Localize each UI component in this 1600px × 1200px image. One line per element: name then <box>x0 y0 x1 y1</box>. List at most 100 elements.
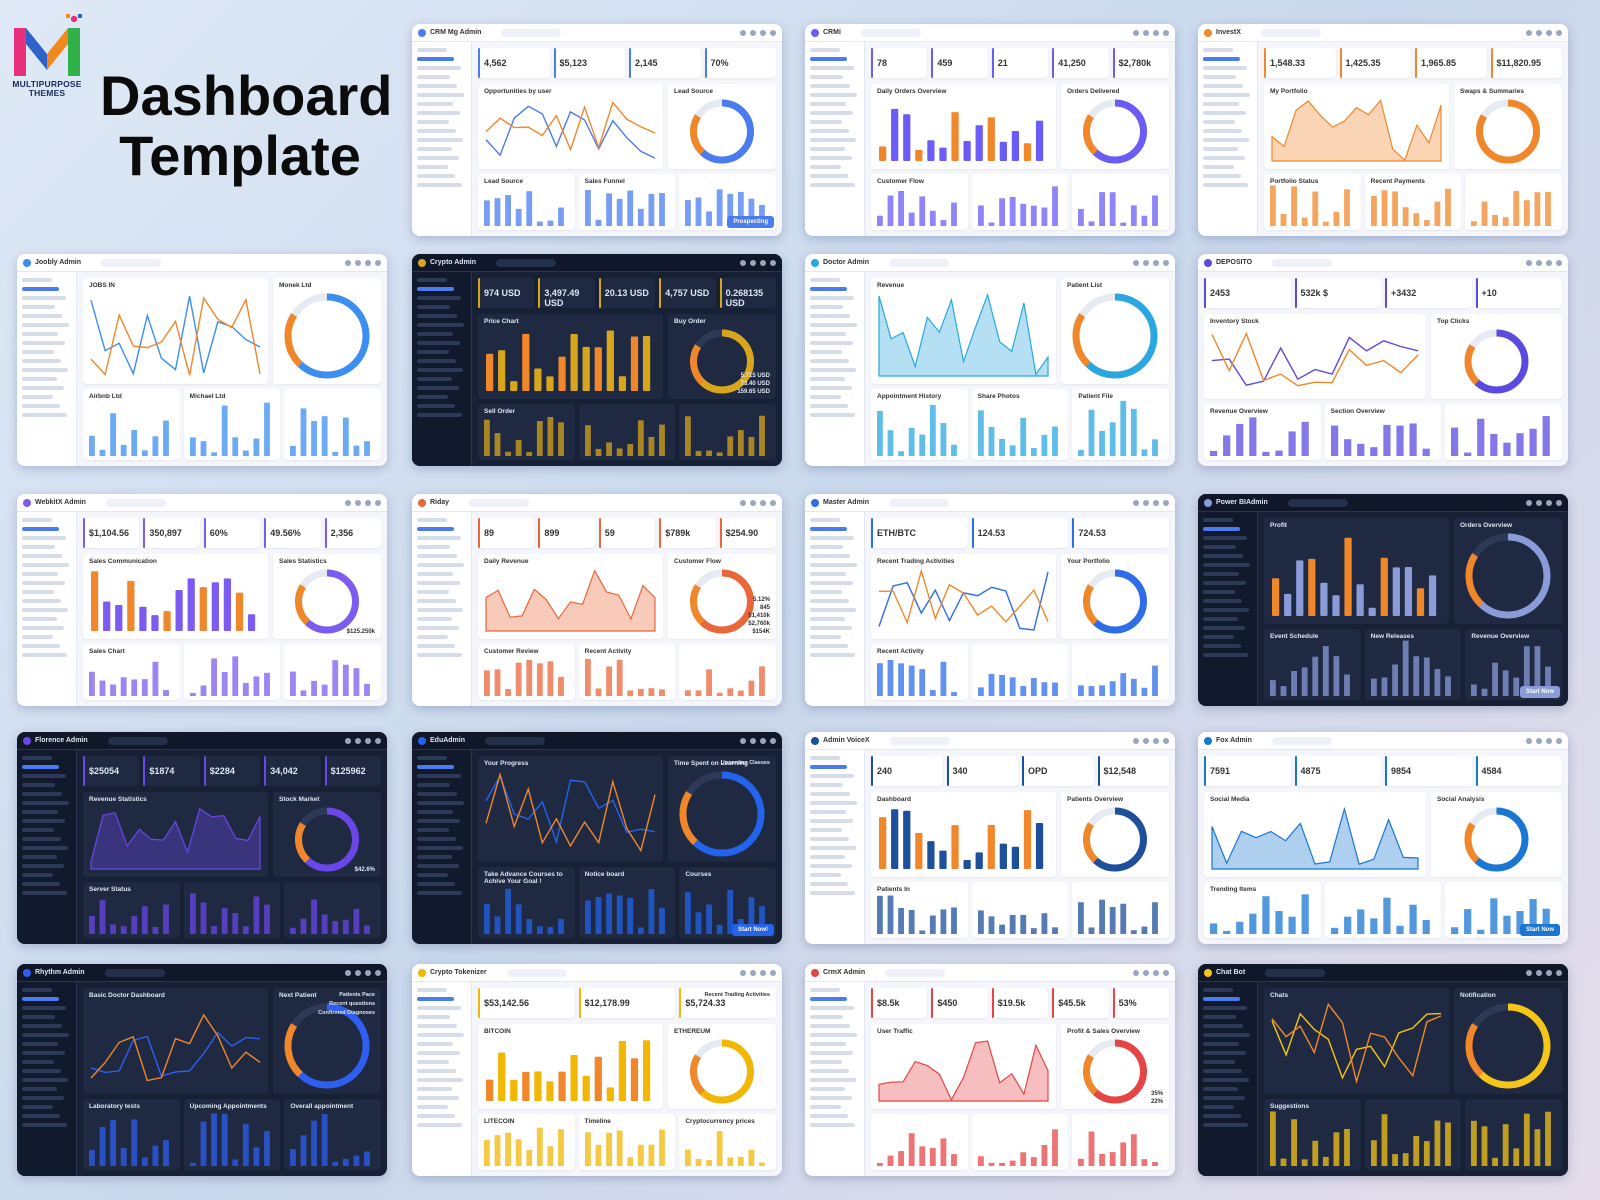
sidebar-item[interactable] <box>417 774 461 778</box>
sidebar-item[interactable] <box>417 891 462 895</box>
sidebar-item[interactable] <box>810 563 857 567</box>
sidebar-item[interactable] <box>22 635 53 639</box>
sidebar-item[interactable] <box>417 855 452 859</box>
sidebar-item[interactable] <box>1203 1105 1234 1109</box>
sidebar-item[interactable] <box>22 997 59 1001</box>
sidebar-item[interactable] <box>810 864 852 868</box>
dashboard-thumbnail[interactable]: Doctor Admin Revenue Patient List Appointme… <box>805 254 1175 466</box>
sidebar-item[interactable] <box>22 891 67 895</box>
sidebar-item[interactable] <box>1203 1114 1241 1118</box>
topbar-icon[interactable] <box>1163 499 1169 506</box>
sidebar-item[interactable] <box>810 278 840 282</box>
sidebar-item[interactable] <box>22 287 59 291</box>
topbar-icon[interactable] <box>760 969 766 976</box>
sidebar-item[interactable] <box>810 855 845 859</box>
topbar-icon[interactable] <box>1556 737 1562 744</box>
sidebar-item[interactable] <box>810 774 854 778</box>
sidebar-item[interactable] <box>1203 1015 1236 1019</box>
sidebar-item[interactable] <box>810 323 857 327</box>
sidebar-item[interactable] <box>810 341 853 345</box>
sidebar-item[interactable] <box>1203 57 1240 61</box>
sidebar-item[interactable] <box>22 819 65 823</box>
topbar-icon[interactable] <box>750 969 756 976</box>
sidebar-item[interactable] <box>417 828 449 832</box>
sidebar-item[interactable] <box>810 1006 854 1010</box>
sidebar-item[interactable] <box>810 554 850 558</box>
sidebar-item[interactable] <box>1203 590 1235 594</box>
dashboard-thumbnail[interactable]: Chat Bot Chats Notification Suggestions <box>1198 964 1568 1176</box>
dashboard-thumbnail[interactable]: CRM Mg Admin 4,562 $5,123 2,145 70% Opportuni… <box>412 24 782 236</box>
sidebar-item[interactable] <box>417 1087 452 1091</box>
sidebar-item[interactable] <box>417 165 448 169</box>
sidebar-item[interactable] <box>417 296 461 300</box>
topbar-icon[interactable] <box>1143 969 1149 976</box>
sidebar-item[interactable] <box>810 1087 845 1091</box>
sidebar-item[interactable] <box>810 314 850 318</box>
sidebar-item[interactable] <box>417 350 449 354</box>
sidebar-item[interactable] <box>417 518 447 522</box>
sidebar-item[interactable] <box>810 165 841 169</box>
sidebar-item[interactable] <box>417 653 462 657</box>
sidebar-item[interactable] <box>417 581 460 585</box>
topbar-icon[interactable] <box>760 499 766 506</box>
sidebar-item[interactable] <box>810 590 842 594</box>
sidebar-item[interactable] <box>417 527 454 531</box>
sidebar-item[interactable] <box>22 563 69 567</box>
topbar-icon[interactable] <box>1153 259 1159 266</box>
topbar-icon[interactable] <box>1546 737 1552 744</box>
sidebar-item[interactable] <box>22 792 62 796</box>
sidebar-item[interactable] <box>1203 617 1238 621</box>
sidebar-item[interactable] <box>1203 1006 1247 1010</box>
sidebar-item[interactable] <box>1203 1024 1243 1028</box>
sidebar-item[interactable] <box>810 1024 850 1028</box>
cta-button[interactable]: Start Now! <box>732 924 774 936</box>
sidebar-item[interactable] <box>22 1123 67 1127</box>
sidebar-item[interactable] <box>1203 626 1245 630</box>
sidebar-item[interactable] <box>22 1096 64 1100</box>
sidebar-item[interactable] <box>810 765 847 769</box>
sidebar-item[interactable] <box>1203 1051 1246 1055</box>
topbar-icon[interactable] <box>1153 29 1159 36</box>
sidebar-item[interactable] <box>22 783 55 787</box>
dashboard-thumbnail[interactable]: Master Admin ETH/BTC 124.53 724.53 Recent Tr… <box>805 494 1175 706</box>
sidebar-item[interactable] <box>1203 93 1250 97</box>
topbar-icon[interactable] <box>740 737 746 744</box>
sidebar-item[interactable] <box>1203 66 1247 70</box>
cta-button[interactable]: Start Now <box>1519 924 1560 936</box>
sidebar-item[interactable] <box>417 368 463 372</box>
sidebar-item[interactable] <box>810 819 853 823</box>
dashboard-thumbnail[interactable]: CrmX Admin $8.5k $450 $19.5k $45.5k 53% User T… <box>805 964 1175 1176</box>
topbar-icon[interactable] <box>1163 737 1169 744</box>
topbar-icon[interactable] <box>1153 969 1159 976</box>
sidebar-item[interactable] <box>22 653 67 657</box>
sidebar-item[interactable] <box>1203 183 1248 187</box>
sidebar-item[interactable] <box>22 404 60 408</box>
sidebar-item[interactable] <box>810 518 840 522</box>
sidebar-item[interactable] <box>22 581 65 585</box>
sidebar-item[interactable] <box>1203 48 1233 52</box>
sidebar-item[interactable] <box>810 111 853 115</box>
topbar-icon[interactable] <box>1163 259 1169 266</box>
sidebar-item[interactable] <box>417 102 453 106</box>
topbar-icon[interactable] <box>750 737 756 744</box>
sidebar-item[interactable] <box>417 129 456 133</box>
topbar-icon[interactable] <box>1133 259 1139 266</box>
topbar-icon[interactable] <box>1153 737 1159 744</box>
sidebar-item[interactable] <box>810 810 846 814</box>
sidebar-item[interactable] <box>1203 988 1233 992</box>
sidebar-item[interactable] <box>22 296 66 300</box>
sidebar-item[interactable] <box>810 599 849 603</box>
sidebar-item[interactable] <box>417 287 454 291</box>
sidebar-item[interactable] <box>417 120 449 124</box>
sidebar-item[interactable] <box>22 988 52 992</box>
sidebar-item[interactable] <box>417 1078 463 1082</box>
sidebar-item[interactable] <box>810 1069 849 1073</box>
sidebar-item[interactable] <box>810 413 855 417</box>
topbar-icon[interactable] <box>1536 259 1542 266</box>
sidebar-item[interactable] <box>22 1042 58 1046</box>
search-input[interactable] <box>104 968 165 977</box>
sidebar-item[interactable] <box>417 837 456 841</box>
sidebar-item[interactable] <box>417 1006 461 1010</box>
sidebar-item[interactable] <box>417 156 459 160</box>
sidebar-item[interactable] <box>417 590 449 594</box>
